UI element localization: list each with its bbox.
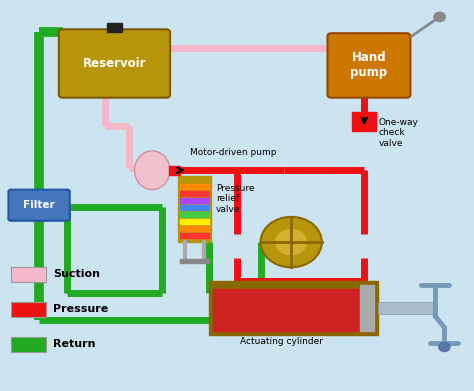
Text: Motor-driven pump: Motor-driven pump xyxy=(190,148,276,157)
Bar xyxy=(178,176,211,242)
Circle shape xyxy=(261,217,322,267)
Text: Pressure: Pressure xyxy=(53,304,109,314)
Text: Filter: Filter xyxy=(23,200,55,210)
FancyBboxPatch shape xyxy=(328,33,410,98)
Bar xyxy=(359,285,374,332)
FancyBboxPatch shape xyxy=(59,29,170,98)
Bar xyxy=(181,191,209,196)
Circle shape xyxy=(438,342,450,352)
FancyBboxPatch shape xyxy=(9,190,70,221)
Bar xyxy=(209,281,378,335)
Bar xyxy=(181,219,209,224)
Bar xyxy=(11,337,46,352)
Text: Suction: Suction xyxy=(53,269,100,279)
Text: Pressure
relief
valve: Pressure relief valve xyxy=(216,184,254,213)
Text: Return: Return xyxy=(53,339,96,349)
Bar xyxy=(181,184,209,189)
Ellipse shape xyxy=(135,151,170,190)
Bar xyxy=(108,23,121,32)
Bar xyxy=(353,112,376,131)
Bar xyxy=(181,205,209,210)
Circle shape xyxy=(434,12,445,22)
Bar xyxy=(181,226,209,231)
Text: Hand
pump: Hand pump xyxy=(350,52,388,79)
Bar xyxy=(213,289,374,332)
Bar xyxy=(181,198,209,203)
Bar xyxy=(11,267,46,282)
Text: Actuating cylinder: Actuating cylinder xyxy=(240,337,323,346)
Bar xyxy=(181,259,209,264)
Bar xyxy=(181,233,209,238)
Text: Reservoir: Reservoir xyxy=(83,57,146,70)
Text: One-way
check
valve: One-way check valve xyxy=(378,118,418,148)
Circle shape xyxy=(276,230,307,255)
Bar xyxy=(181,212,209,217)
Bar xyxy=(11,302,46,317)
Bar xyxy=(169,166,181,175)
Bar xyxy=(378,302,435,314)
